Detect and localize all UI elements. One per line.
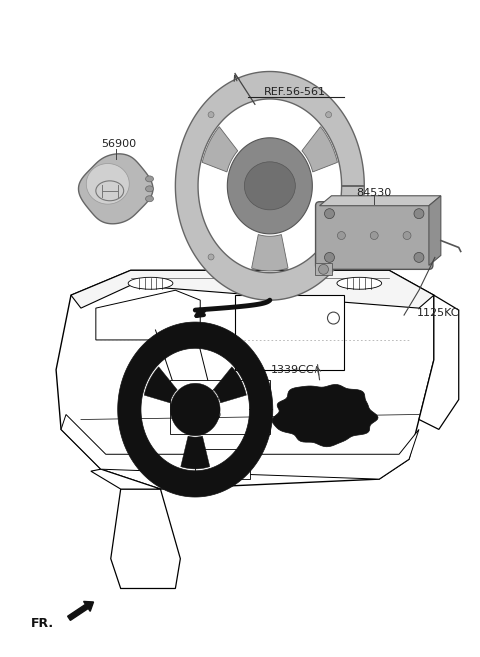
Text: 84530: 84530 [357,188,392,198]
Polygon shape [429,196,441,265]
Circle shape [370,231,378,240]
Circle shape [324,252,335,262]
Text: 1339CC: 1339CC [271,365,314,374]
Polygon shape [320,196,441,206]
Circle shape [327,312,339,324]
Polygon shape [202,127,238,172]
Polygon shape [86,164,129,204]
Text: FR.: FR. [31,617,54,630]
Polygon shape [181,436,210,469]
Polygon shape [61,415,419,479]
Polygon shape [175,72,364,300]
Polygon shape [302,127,337,172]
Circle shape [319,264,328,275]
Ellipse shape [145,176,154,182]
Polygon shape [252,235,288,271]
Polygon shape [228,138,312,234]
Bar [170,380,270,434]
Bar [195,449,250,479]
Polygon shape [56,270,434,489]
Bar [235,295,344,370]
Circle shape [414,209,424,219]
Polygon shape [79,154,153,224]
Circle shape [325,112,332,118]
Circle shape [208,112,214,118]
Circle shape [403,231,411,240]
Ellipse shape [337,277,382,289]
Ellipse shape [244,162,295,210]
FancyBboxPatch shape [315,202,433,269]
Ellipse shape [145,196,154,202]
Polygon shape [71,270,434,308]
Polygon shape [144,367,177,403]
Text: 1125KC: 1125KC [417,308,459,318]
Polygon shape [118,322,273,497]
FancyArrow shape [68,601,94,620]
Polygon shape [111,489,180,589]
Polygon shape [96,290,200,340]
Bar [314,263,333,275]
Text: REF.56-561: REF.56-561 [264,87,326,97]
Polygon shape [170,383,220,436]
Circle shape [325,254,332,260]
Text: 56900: 56900 [101,139,136,149]
Polygon shape [272,384,378,447]
Circle shape [414,252,424,262]
Circle shape [208,254,214,260]
Polygon shape [419,295,459,430]
Ellipse shape [145,186,154,192]
Circle shape [337,231,346,240]
Polygon shape [214,367,246,403]
Circle shape [324,209,335,219]
Ellipse shape [128,277,173,289]
Polygon shape [91,469,160,489]
